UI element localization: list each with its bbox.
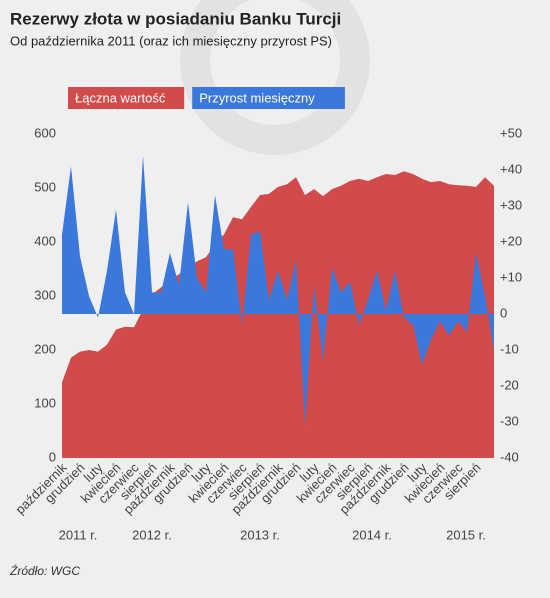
year-label: 2015 r. <box>446 527 486 542</box>
y2-tick-label: +10 <box>500 269 522 284</box>
area <box>62 155 494 426</box>
y2-tick-label: 0 <box>500 305 507 320</box>
legend-label: Łączna wartość <box>75 90 166 105</box>
y-tick-label: 600 <box>34 125 56 140</box>
watermark <box>180 0 370 155</box>
y-tick-label: 400 <box>34 233 56 248</box>
year-label: 2011 r. <box>59 527 98 542</box>
year-label: 2013 r. <box>240 527 280 542</box>
legend-label: Przyrost miesięczny <box>199 90 315 105</box>
y2-tick-label: -10 <box>500 341 519 356</box>
source: Źródło: WGC <box>9 563 80 578</box>
y-tick-label: 500 <box>34 179 56 194</box>
y2-tick-label: -40 <box>500 449 519 464</box>
y-tick-label: 200 <box>34 341 56 356</box>
area <box>62 171 494 459</box>
y2-tick-label: +40 <box>500 161 522 176</box>
y2-tick-label: -30 <box>500 413 519 428</box>
y-tick-label: 300 <box>34 287 56 302</box>
y2-tick-label: -20 <box>500 377 519 392</box>
chart-subtitle: Od października 2011 (oraz ich miesięczn… <box>10 33 332 48</box>
y2-tick-label: +30 <box>500 197 522 212</box>
y2-tick-label: +20 <box>500 233 522 248</box>
year-label: 2012 r. <box>132 527 172 542</box>
legend-swatch <box>68 87 185 109</box>
y-tick-label: 100 <box>34 395 56 410</box>
year-label: 2014 r. <box>352 527 392 542</box>
y2-tick-label: +50 <box>500 125 522 140</box>
legend-swatch <box>192 87 345 109</box>
y-tick-label: 0 <box>49 449 56 464</box>
chart-title: Rezerwy złota w posiadaniu Banku Turcji <box>10 9 341 28</box>
